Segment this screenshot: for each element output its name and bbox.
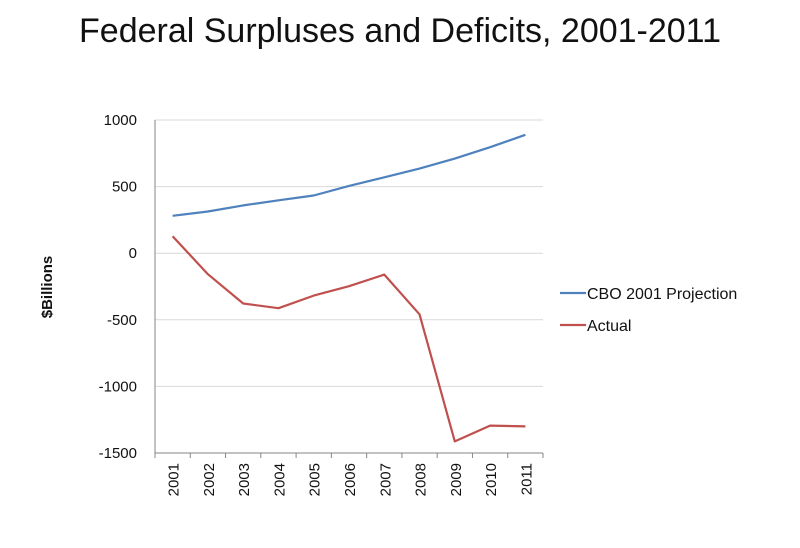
legend-label: Actual xyxy=(587,318,631,335)
x-tick-label: 2002 xyxy=(201,463,218,496)
y-tick-label: 0 xyxy=(129,245,137,262)
x-tick-label: 2001 xyxy=(166,463,183,496)
y-tick-label: 1000 xyxy=(104,112,137,129)
series-line-projection xyxy=(172,133,526,217)
y-tick-label: -500 xyxy=(107,312,137,329)
y-tick-labels: 1000 500 0 -500 -1000 -1500 xyxy=(99,112,137,462)
x-tick-labels: 2001 2002 2003 2004 2005 2006 2007 2008 2009 2010… xyxy=(166,463,536,496)
series-line-actual xyxy=(171,235,526,443)
x-tick-label: 2010 xyxy=(483,463,500,496)
x-tick-label: 2009 xyxy=(448,463,465,496)
x-tick-label: 2003 xyxy=(236,463,253,496)
series-lines xyxy=(171,133,526,443)
legend-label: CBO 2001 Projection xyxy=(587,286,737,303)
x-tick-label: 2006 xyxy=(342,463,359,496)
y-axis-label: $Billions xyxy=(39,256,56,319)
x-tick-label: 2011 xyxy=(518,463,535,495)
x-tick-label: 2005 xyxy=(307,463,324,496)
chart-title: Federal Surpluses and Deficits, 2001-201… xyxy=(79,12,721,50)
x-tick-label: 2007 xyxy=(377,463,394,496)
y-tick-label: -1500 xyxy=(99,445,137,462)
legend: CBO 2001 Projection Actual xyxy=(560,286,737,335)
y-tick-label: 500 xyxy=(112,179,137,196)
y-tick-label: -1000 xyxy=(99,378,137,395)
x-tick-label: 2004 xyxy=(271,463,288,496)
axes xyxy=(154,120,544,458)
x-tick-label: 2008 xyxy=(413,463,430,496)
